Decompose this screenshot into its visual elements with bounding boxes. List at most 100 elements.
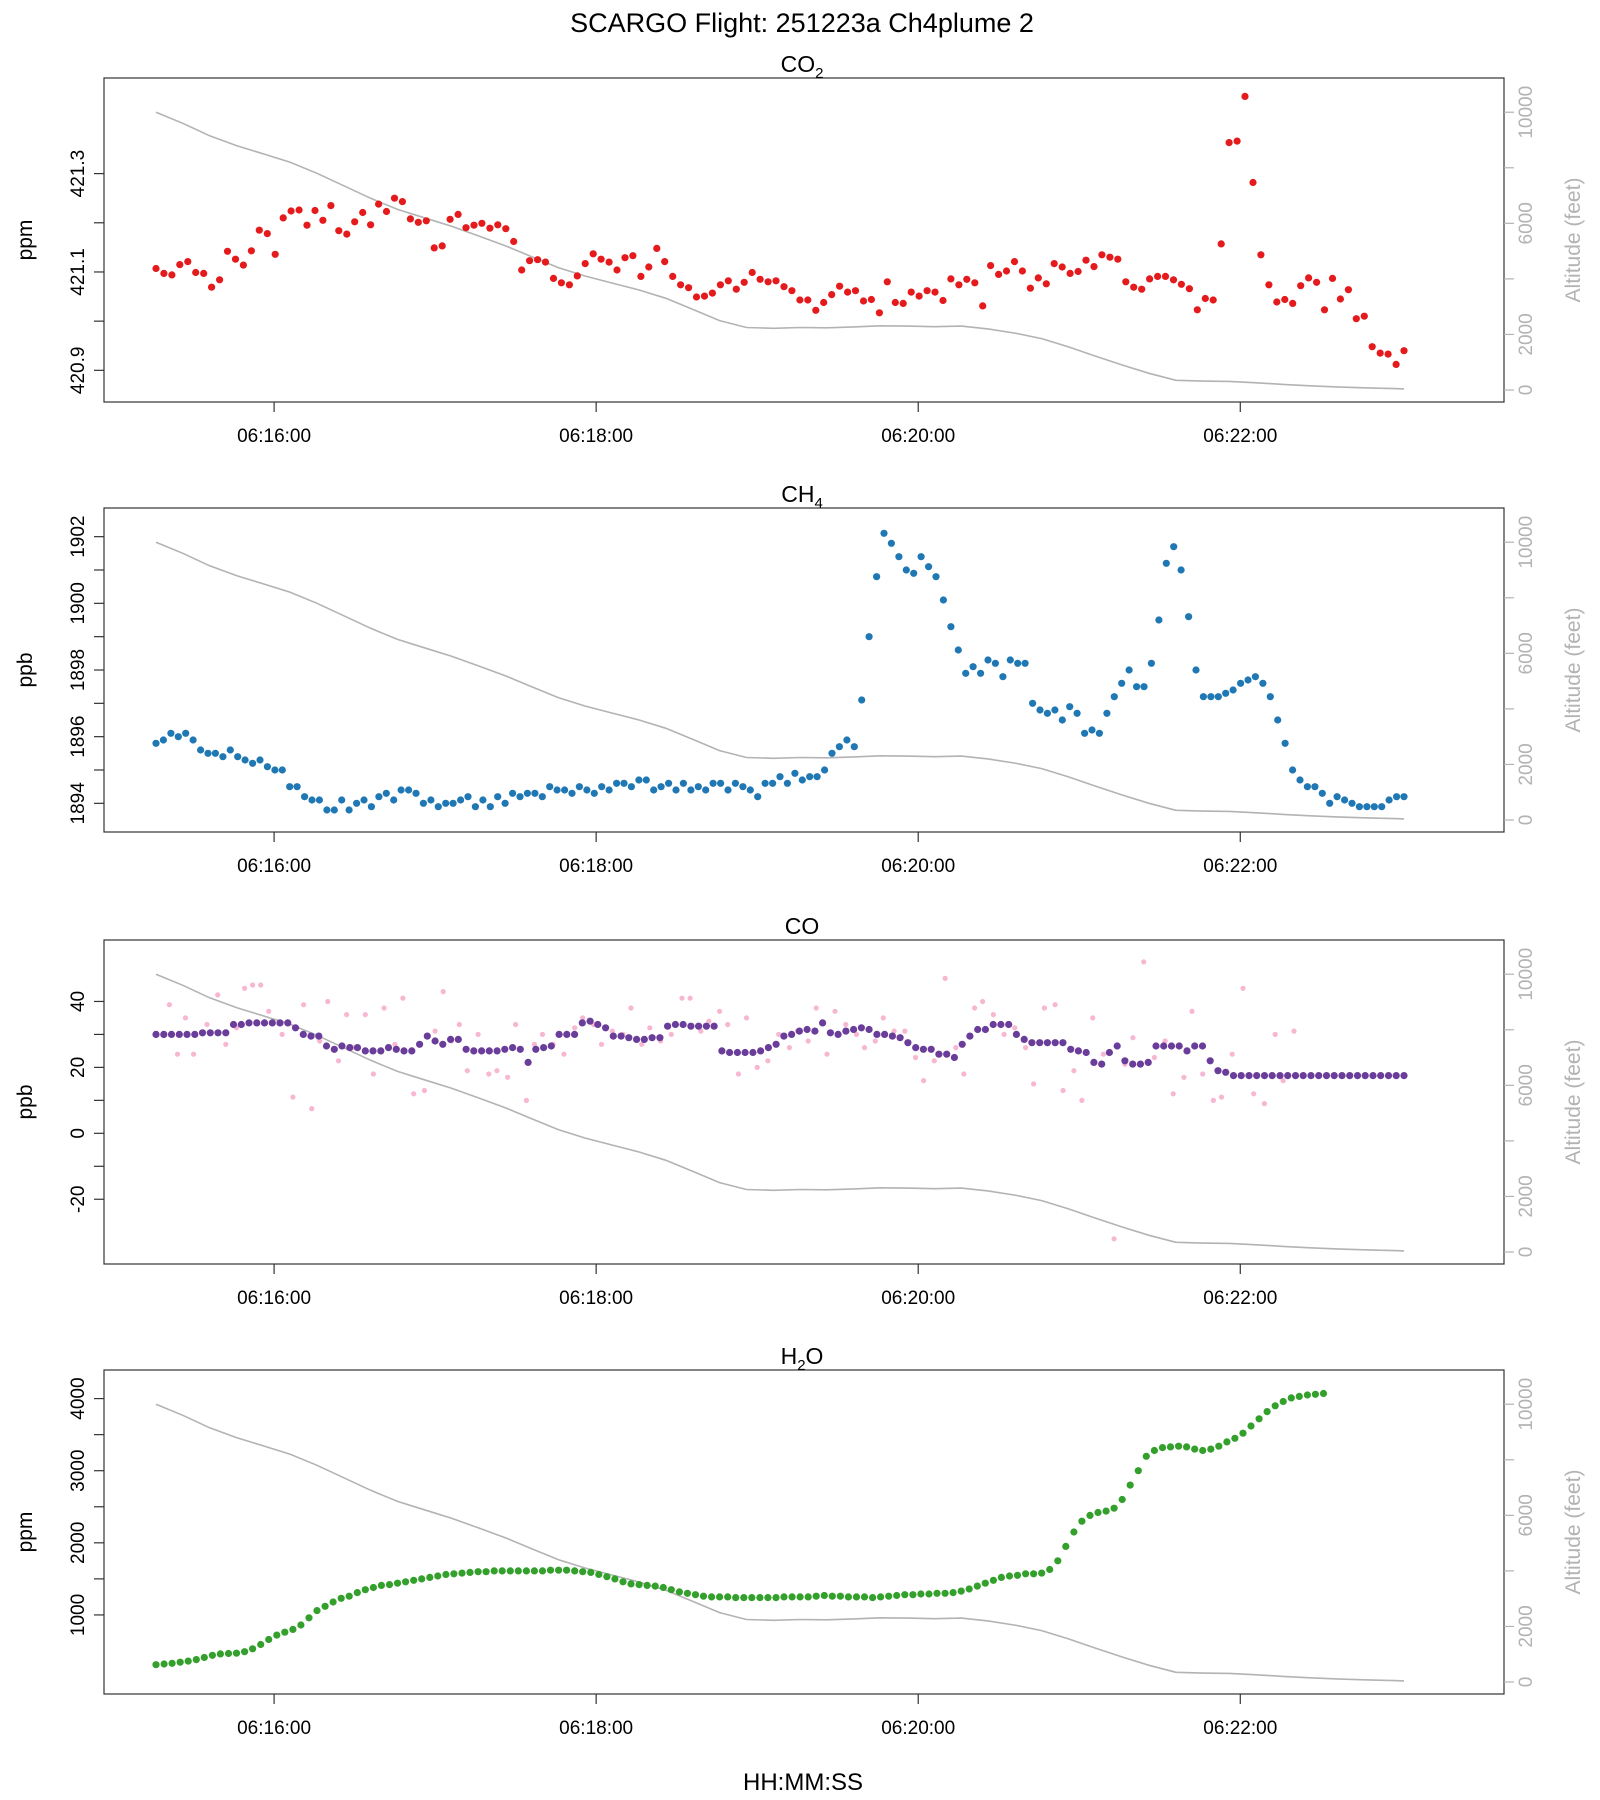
data-point <box>1167 1042 1176 1050</box>
data-point <box>249 1645 257 1653</box>
data-point <box>514 1567 522 1575</box>
data-point <box>1014 659 1022 667</box>
raw-point <box>1130 1035 1136 1041</box>
data-point <box>301 793 309 801</box>
data-point <box>1207 693 1215 701</box>
data-point <box>392 1045 400 1053</box>
data-point <box>438 242 446 250</box>
data-point <box>249 759 257 767</box>
data-point <box>683 1589 692 1597</box>
data-point <box>788 1593 796 1601</box>
data-point <box>950 1053 959 1062</box>
data-point <box>211 749 219 757</box>
data-point <box>1110 693 1118 701</box>
series-co <box>152 1017 1408 1080</box>
data-point <box>685 284 693 292</box>
data-point <box>152 739 160 747</box>
data-point <box>1020 1035 1028 1043</box>
data-point <box>305 1614 313 1622</box>
data-point <box>708 1593 716 1601</box>
panel-title-subscript: 2 <box>815 65 823 82</box>
data-point <box>457 796 465 804</box>
altitude-axis-label: Altitude (feet) <box>1562 1040 1585 1165</box>
data-point <box>783 779 792 787</box>
data-point <box>672 786 680 794</box>
x-tick-label: 06:18:00 <box>559 1288 633 1309</box>
data-point <box>955 281 963 289</box>
data-point <box>405 786 413 794</box>
data-point <box>232 1649 241 1657</box>
data-point <box>859 297 868 305</box>
data-point <box>611 1575 619 1583</box>
data-point <box>642 776 650 784</box>
data-point <box>198 1029 207 1037</box>
data-point <box>295 206 303 214</box>
data-point <box>1263 1408 1271 1416</box>
data-point <box>1392 1072 1400 1080</box>
data-point <box>933 1589 941 1597</box>
data-point <box>733 1048 742 1057</box>
data-point <box>791 769 799 777</box>
raw-point <box>754 1064 760 1070</box>
data-point <box>1299 1072 1307 1080</box>
data-point <box>377 1047 385 1055</box>
data-point <box>844 1593 853 1601</box>
data-point <box>1081 729 1089 737</box>
data-point <box>398 198 406 206</box>
x-tick-label: 06:16:00 <box>237 1288 311 1309</box>
data-point <box>1260 1072 1269 1080</box>
data-point <box>321 1602 329 1610</box>
data-point <box>974 1025 982 1034</box>
data-point <box>1360 312 1368 320</box>
data-point <box>176 261 184 269</box>
data-point <box>1160 1042 1168 1050</box>
series-h2o <box>152 1389 1328 1669</box>
data-point <box>764 1594 772 1602</box>
data-point <box>1322 1072 1331 1080</box>
data-point <box>991 659 1000 667</box>
data-point <box>1385 796 1393 804</box>
panel-co: CO ppb -20 0 20 40 06:16:00 06:18:00 06:20:00 06:… <box>14 913 1585 1309</box>
data-point <box>501 1045 509 1053</box>
data-point <box>322 1042 331 1050</box>
data-point <box>1021 659 1029 667</box>
data-point <box>915 292 923 300</box>
data-point <box>439 1040 447 1048</box>
data-point <box>880 529 888 537</box>
data-point <box>949 1589 957 1597</box>
data-point <box>732 1594 740 1602</box>
data-point <box>367 221 375 229</box>
raw-point <box>813 1005 819 1011</box>
data-point <box>375 793 383 801</box>
data-point <box>828 749 836 757</box>
data-point <box>804 1593 812 1601</box>
data-point <box>384 1044 393 1052</box>
data-point <box>546 1566 555 1574</box>
alt-tick-label: 10000 <box>1516 1378 1537 1431</box>
data-point <box>1330 1072 1338 1080</box>
data-point <box>1259 679 1267 687</box>
alt-tick-label: 2000 <box>1516 743 1537 785</box>
raw-point <box>440 989 446 995</box>
data-point <box>359 208 367 217</box>
data-point <box>1271 1402 1279 1410</box>
data-point <box>1073 709 1081 717</box>
data-point <box>494 221 502 229</box>
data-point <box>1249 178 1257 187</box>
raw-point <box>1229 1051 1235 1057</box>
data-point <box>1121 1057 1129 1065</box>
data-point <box>764 278 772 286</box>
y-tick-label: 4000 <box>68 1377 89 1419</box>
data-point <box>1036 706 1044 714</box>
data-point <box>1251 673 1259 681</box>
data-point <box>502 225 510 233</box>
raw-point <box>456 1021 462 1028</box>
raw-point <box>539 1031 546 1037</box>
data-point <box>981 1025 990 1034</box>
alt-tick-label: 0 <box>1516 385 1537 396</box>
data-point <box>901 1591 909 1599</box>
data-point <box>353 1589 361 1597</box>
x-tick-label: 06:18:00 <box>559 856 633 877</box>
data-point <box>540 1044 548 1052</box>
data-point <box>1030 1570 1038 1578</box>
